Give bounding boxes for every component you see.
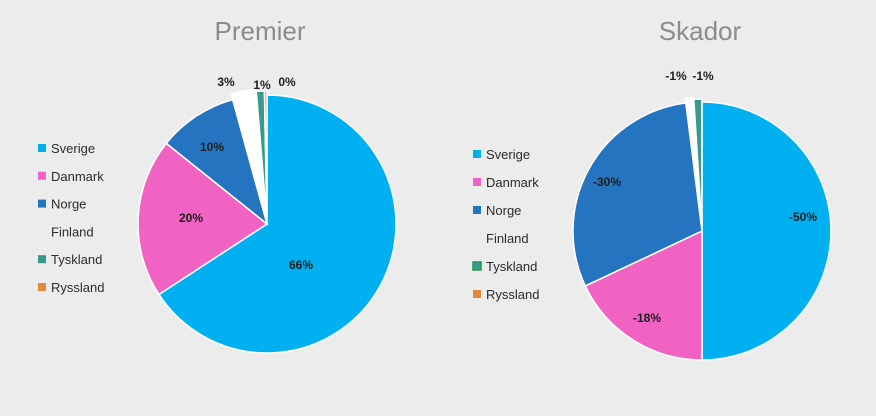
pie-slice-tyskland xyxy=(693,98,703,229)
legend-item-norge: Norge xyxy=(473,203,521,218)
skador-chart: Skador Sverige Danmark Norge Finland Tysklan… xyxy=(472,16,832,361)
legend: Sverige Danmark Norge Finland Tyskland Ryssla… xyxy=(38,141,104,295)
pie-slice-danmark xyxy=(137,142,269,296)
legend-label: Ryssland xyxy=(486,287,539,302)
pie-slice-norge xyxy=(165,98,269,227)
legend-item-sverige: Sverige xyxy=(38,141,95,156)
data-label: 10% xyxy=(200,140,224,154)
legend-swatch xyxy=(38,199,46,208)
legend-swatch xyxy=(38,144,46,152)
data-label: 20% xyxy=(179,211,203,225)
legend-item-finland: Finland xyxy=(473,231,529,246)
data-labels: 66% 20% 10% 3% 1% 0% xyxy=(179,75,313,272)
legend-swatch xyxy=(38,283,46,291)
legend-item-danmark: Danmark xyxy=(38,169,104,184)
legend-swatch xyxy=(473,234,481,242)
legend-label: Sverige xyxy=(51,141,95,156)
legend-swatch xyxy=(472,261,482,271)
legend-swatch xyxy=(473,290,481,298)
legend-item-ryssland: Ryssland xyxy=(473,287,539,302)
legend-swatch xyxy=(38,227,46,235)
legend-item-danmark: Danmark xyxy=(473,175,539,190)
legend-label: Finland xyxy=(51,224,94,239)
legend-label: Finland xyxy=(486,231,529,246)
legend-label: Tyskland xyxy=(486,259,537,274)
legend-swatch xyxy=(38,171,46,180)
legend-swatch xyxy=(473,178,481,186)
chart-title: Skador xyxy=(659,16,742,46)
data-label: -30% xyxy=(593,175,621,189)
legend-item-norge: Norge xyxy=(38,197,86,212)
legend-item-sverige: Sverige xyxy=(473,147,530,162)
pie-slices xyxy=(572,96,832,361)
legend-swatch xyxy=(38,255,46,264)
pie-slice-finland xyxy=(230,88,267,219)
legend-label: Ryssland xyxy=(51,280,104,295)
legend-item-ryssland: Ryssland xyxy=(38,280,104,295)
legend: Sverige Danmark Norge Finland Tyskland Ryssla… xyxy=(472,147,539,302)
pie-slice-ryssland xyxy=(263,90,268,221)
legend-label: Tyskland xyxy=(51,252,102,267)
pie-slice-sverige xyxy=(157,94,397,354)
legend-label: Norge xyxy=(486,203,521,218)
chart-title: Premier xyxy=(214,16,305,46)
pie-slices xyxy=(137,88,397,354)
pie-slice-norge xyxy=(572,102,703,287)
legend-label: Danmark xyxy=(486,175,539,190)
data-label: -1% xyxy=(665,69,687,83)
legend-label: Danmark xyxy=(51,169,104,184)
premier-chart: Premier Sverige Danmark Norge Finland Tyskla… xyxy=(38,16,397,354)
data-label: -18% xyxy=(633,311,661,325)
pie-slice-sverige xyxy=(701,101,832,361)
legend-swatch xyxy=(473,206,481,214)
data-label: 1% xyxy=(253,78,271,92)
legend-swatch xyxy=(473,150,481,158)
data-label: 66% xyxy=(289,258,313,272)
legend-label: Sverige xyxy=(486,147,530,162)
data-labels: -50% -18% -30% -1% -1% xyxy=(593,69,817,325)
legend-item-tyskland: Tyskland xyxy=(38,252,102,267)
pie-slice-danmark xyxy=(584,229,703,361)
legend-label: Norge xyxy=(51,197,86,212)
pie-slice-finland xyxy=(684,96,703,227)
legend-item-finland: Finland xyxy=(38,224,94,239)
data-label: 0% xyxy=(278,75,296,89)
data-label: -50% xyxy=(789,210,817,224)
data-label: 3% xyxy=(217,75,235,89)
data-label: -1% xyxy=(692,69,714,83)
legend-item-tyskland: Tyskland xyxy=(472,259,537,274)
